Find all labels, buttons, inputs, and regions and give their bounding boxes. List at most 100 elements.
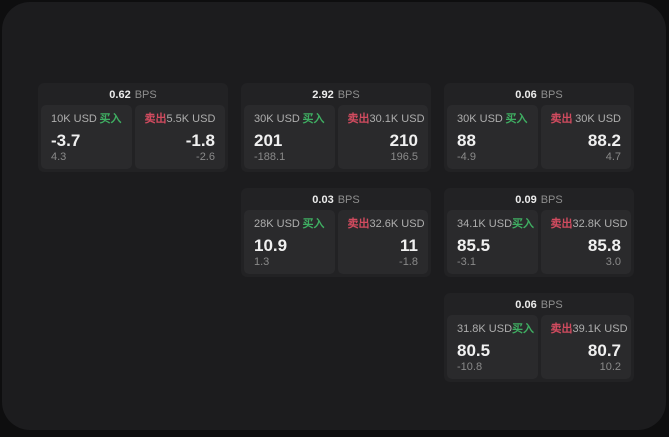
card-header: 0.03 BPS — [244, 191, 428, 210]
sell-side-label: 卖出 — [347, 218, 370, 230]
bps-unit: BPS — [134, 89, 157, 101]
bps-value: 0.09 — [515, 194, 537, 206]
buy-delta: -188.1 — [254, 151, 286, 163]
sell-amount-label: 5.5K USD — [166, 113, 216, 125]
buy-side-label: 买入 — [505, 113, 528, 125]
sell-panel[interactable]: 卖出 39.1K USD 80.7 10.2 — [540, 315, 631, 379]
buy-panel-top: 30K USD 买入 — [457, 113, 528, 126]
buy-delta: -10.8 — [457, 361, 483, 373]
buy-panel-top: 10K USD 买入 — [51, 113, 122, 126]
sell-panel[interactable]: 卖出 32.6K USD 11 -1.8 — [337, 210, 428, 274]
buy-amount-label: 31.8K USD — [457, 323, 513, 335]
buy-value: 85.5 — [457, 236, 491, 255]
bps-value: 0.06 — [515, 89, 537, 101]
sell-amount-label: 30K USD — [575, 113, 621, 125]
buy-panel[interactable]: 28K USD 买入 10.9 1.3 — [244, 210, 335, 274]
quote-card: 0.06 BPS 31.8K USD 买入 80.5 -10.8 卖出 39.1K… — [444, 293, 634, 382]
sell-panel-top: 卖出 30K USD — [551, 113, 622, 126]
buy-amount-label: 30K USD — [457, 113, 503, 125]
sell-delta: 196.5 — [390, 151, 418, 163]
panels-row: 34.1K USD 买入 85.5 -3.1 卖出 32.8K USD 85.8… — [447, 210, 631, 274]
bps-value: 0.06 — [515, 299, 537, 311]
sell-panel-top: 卖出 32.8K USD — [550, 218, 628, 231]
sell-delta: -1.8 — [399, 256, 418, 268]
quote-card: 0.06 BPS 30K USD 买入 88 -4.9 卖出 30K USD 88… — [444, 83, 634, 172]
sell-panel-top: 卖出 39.1K USD — [550, 323, 628, 336]
sell-panel[interactable]: 卖出 30K USD 88.2 4.7 — [540, 105, 631, 169]
buy-value: 88 — [457, 131, 476, 150]
buy-delta: -3.1 — [457, 256, 476, 268]
sell-value: 11 — [400, 236, 418, 255]
sell-value: 85.8 — [587, 236, 621, 255]
buy-side-label: 买入 — [512, 323, 535, 335]
sell-amount-label: 32.8K USD — [572, 218, 628, 230]
card-header: 0.06 BPS — [447, 296, 631, 315]
buy-side-label: 买入 — [99, 113, 122, 125]
sell-delta: 3.0 — [605, 256, 621, 268]
buy-panel[interactable]: 30K USD 买入 201 -188.1 — [244, 105, 335, 169]
buy-side-label: 买入 — [302, 113, 325, 125]
sell-panel-top: 卖出 32.6K USD — [347, 218, 425, 231]
quote-card: 0.09 BPS 34.1K USD 买入 85.5 -3.1 卖出 32.8K … — [444, 188, 634, 277]
buy-panel[interactable]: 34.1K USD 买入 85.5 -3.1 — [447, 210, 538, 274]
buy-value: 10.9 — [254, 236, 288, 255]
sell-delta: -2.6 — [196, 151, 215, 163]
bps-unit: BPS — [337, 194, 360, 206]
panels-row: 30K USD 买入 88 -4.9 卖出 30K USD 88.2 4.7 — [447, 105, 631, 169]
sell-amount-label: 39.1K USD — [572, 323, 628, 335]
buy-amount-label: 34.1K USD — [457, 218, 513, 230]
buy-value: 80.5 — [457, 341, 491, 360]
sell-side-label: 卖出 — [144, 113, 167, 125]
sell-value: 210 — [389, 131, 418, 150]
buy-delta: 1.3 — [254, 256, 270, 268]
buy-value: -3.7 — [51, 131, 81, 150]
bps-value: 0.03 — [312, 194, 334, 206]
quote-card: 0.62 BPS 10K USD 买入 -3.7 4.3 卖出 5.5K USD … — [38, 83, 228, 172]
bps-value: 0.62 — [109, 89, 131, 101]
buy-panel[interactable]: 30K USD 买入 88 -4.9 — [447, 105, 538, 169]
bps-unit: BPS — [540, 89, 563, 101]
buy-panel-top: 34.1K USD 买入 — [457, 218, 534, 231]
sell-side-label: 卖出 — [347, 113, 370, 125]
sell-value: 88.2 — [587, 131, 621, 150]
panels-row: 30K USD 买入 201 -188.1 卖出 30.1K USD 210 1… — [244, 105, 428, 169]
panels-row: 10K USD 买入 -3.7 4.3 卖出 5.5K USD -1.8 -2.… — [41, 105, 225, 169]
bps-unit: BPS — [337, 89, 360, 101]
sell-panel-top: 卖出 30.1K USD — [347, 113, 425, 126]
sell-value: 80.7 — [587, 341, 621, 360]
sell-side-label: 卖出 — [550, 113, 573, 125]
buy-panel[interactable]: 31.8K USD 买入 80.5 -10.8 — [447, 315, 538, 379]
buy-value: 201 — [254, 131, 283, 150]
buy-amount-label: 10K USD — [51, 113, 97, 125]
sell-amount-label: 32.6K USD — [369, 218, 425, 230]
sell-panel[interactable]: 卖出 5.5K USD -1.8 -2.6 — [134, 105, 225, 169]
quote-card: 0.03 BPS 28K USD 买入 10.9 1.3 卖出 32.6K USD… — [241, 188, 431, 277]
panels-row: 28K USD 买入 10.9 1.3 卖出 32.6K USD 11 -1.8 — [244, 210, 428, 274]
buy-amount-label: 30K USD — [254, 113, 300, 125]
card-header: 0.06 BPS — [447, 86, 631, 105]
buy-amount-label: 28K USD — [254, 218, 300, 230]
buy-panel-top: 30K USD 买入 — [254, 113, 325, 126]
app-container: 0.62 BPS 10K USD 买入 -3.7 4.3 卖出 5.5K USD … — [2, 2, 666, 430]
buy-side-label: 买入 — [512, 218, 535, 230]
buy-panel[interactable]: 10K USD 买入 -3.7 4.3 — [41, 105, 132, 169]
sell-panel-top: 卖出 5.5K USD — [145, 113, 216, 126]
card-header: 0.62 BPS — [41, 86, 225, 105]
sell-side-label: 卖出 — [550, 218, 573, 230]
quote-card: 2.92 BPS 30K USD 买入 201 -188.1 卖出 30.1K U… — [241, 83, 431, 172]
sell-panel[interactable]: 卖出 30.1K USD 210 196.5 — [337, 105, 428, 169]
sell-delta: 10.2 — [599, 361, 621, 373]
buy-delta: -4.9 — [457, 151, 476, 163]
buy-side-label: 买入 — [302, 218, 325, 230]
sell-side-label: 卖出 — [550, 323, 573, 335]
buy-delta: 4.3 — [51, 151, 67, 163]
card-header: 2.92 BPS — [244, 86, 428, 105]
card-header: 0.09 BPS — [447, 191, 631, 210]
bps-unit: BPS — [540, 194, 563, 206]
panels-row: 31.8K USD 买入 80.5 -10.8 卖出 39.1K USD 80.… — [447, 315, 631, 379]
sell-delta: 4.7 — [605, 151, 621, 163]
bps-unit: BPS — [540, 299, 563, 311]
sell-panel[interactable]: 卖出 32.8K USD 85.8 3.0 — [540, 210, 631, 274]
buy-panel-top: 31.8K USD 买入 — [457, 323, 534, 336]
